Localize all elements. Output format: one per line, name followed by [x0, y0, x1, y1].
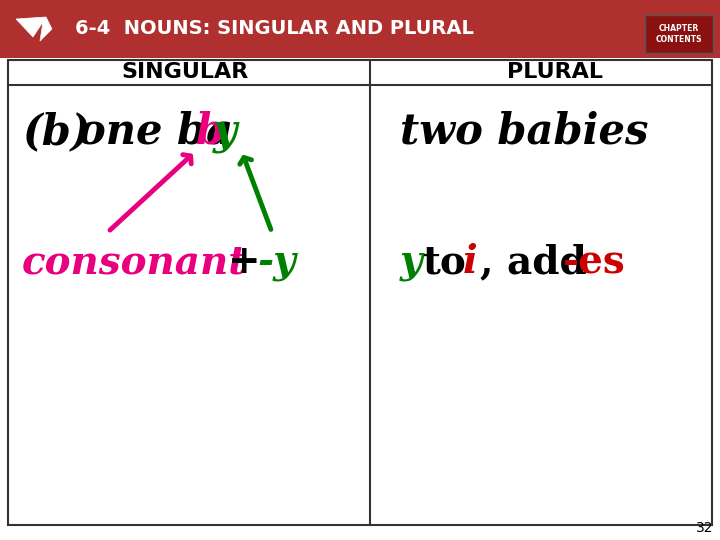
Text: 6-4  NOUNS: SINGULAR AND PLURAL: 6-4 NOUNS: SINGULAR AND PLURAL [75, 19, 474, 38]
Text: , add: , add [480, 243, 587, 281]
Bar [8, 60, 711, 525]
Text: PLURAL: PLURAL [507, 63, 603, 83]
Text: +: + [228, 243, 261, 281]
Text: -es: -es [563, 243, 626, 281]
Text: b: b [196, 111, 225, 153]
Text: i: i [463, 243, 477, 281]
Text: SINGULAR: SINGULAR [121, 63, 248, 83]
Text: to: to [422, 243, 466, 281]
Text: consonant: consonant [22, 243, 247, 281]
Text: y: y [213, 111, 237, 153]
Text: -y: -y [258, 243, 297, 281]
Text: 32: 32 [696, 521, 714, 535]
Bar [0, 0, 719, 58]
Text: one ba: one ba [78, 111, 233, 153]
Text: two babies: two babies [400, 111, 648, 153]
Bar [644, 15, 713, 53]
Text: CHAPTER
CONTENTS: CHAPTER CONTENTS [655, 24, 702, 44]
Polygon shape [16, 17, 52, 41]
Text: y: y [400, 243, 423, 281]
Text: (b): (b) [22, 111, 91, 153]
